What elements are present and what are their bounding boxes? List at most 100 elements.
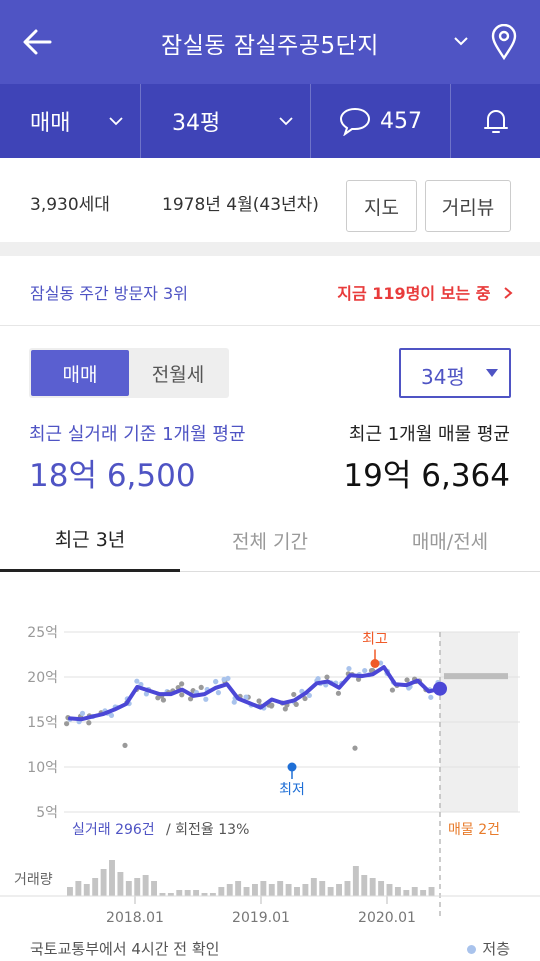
divider xyxy=(310,84,311,158)
volume-bar xyxy=(243,887,250,896)
volume-bar xyxy=(336,884,342,896)
volume-bar xyxy=(344,881,351,896)
deal-point xyxy=(302,695,308,702)
volume-bar xyxy=(411,887,418,896)
volume-bar xyxy=(352,866,359,896)
volume-bar xyxy=(394,887,401,896)
volume-bar xyxy=(125,881,132,896)
filter-bar: 매매 34평 457 xyxy=(0,84,540,158)
volume-bar xyxy=(277,881,284,896)
volume-bar xyxy=(294,887,300,896)
comment-count: 457 xyxy=(380,108,422,134)
deal-point xyxy=(231,699,237,705)
y-tick-label: 25억 xyxy=(27,625,58,641)
size-dropdown[interactable]: 34평 xyxy=(172,84,220,158)
y-tick-label: 20억 xyxy=(27,670,58,686)
volume-bar xyxy=(361,875,368,896)
deal-type-dropdown[interactable]: 매매 xyxy=(30,84,70,158)
volume-bar xyxy=(176,890,183,896)
volume-bar xyxy=(151,881,157,896)
real-deal-avg-value: 18억 6,500 xyxy=(29,458,196,494)
deal-point xyxy=(324,674,330,680)
deal-point xyxy=(179,681,185,687)
deal-point xyxy=(335,690,342,696)
x-tick-label: 2019.01 xyxy=(232,910,290,926)
visitor-rank-row[interactable]: 잠실동 주간 방문자 3위 지금 119명이 보는 중 xyxy=(0,256,540,326)
comments-button[interactable]: 457 xyxy=(338,84,422,158)
deal-point xyxy=(352,745,358,751)
volume-bar xyxy=(226,884,233,896)
x-tick-label: 2020.01 xyxy=(358,910,416,926)
x-tick-label: 2018.01 xyxy=(106,910,164,926)
chevron-down-icon xyxy=(279,117,293,126)
location-pin-icon[interactable] xyxy=(490,24,518,60)
tab-all-period[interactable]: 전체 기간 xyxy=(232,530,308,553)
deal-point xyxy=(79,710,86,716)
volume-bar xyxy=(268,884,275,896)
volume-bar xyxy=(310,878,317,896)
deal-point xyxy=(291,691,297,698)
volume-bar xyxy=(201,893,208,896)
y-tick-label: 10억 xyxy=(27,760,58,776)
turnover-rate: / 회전율 13% xyxy=(166,822,249,838)
tab-sale-jeonse[interactable]: 매매/전세 xyxy=(411,530,489,553)
volume-bar xyxy=(67,887,73,896)
volume-bar xyxy=(142,875,149,896)
volume-bar xyxy=(378,881,385,896)
period-tabs: 최근 3년 전체 기간 매매/전세 xyxy=(0,508,540,572)
chevron-right-icon xyxy=(504,287,513,299)
volume-bar xyxy=(159,893,166,896)
deal-point xyxy=(225,675,231,682)
now-viewing-text: 지금 119명이 보는 중 xyxy=(337,284,491,303)
volume-bar xyxy=(167,893,174,896)
latest-price-dot xyxy=(433,681,447,696)
volume-bar xyxy=(134,878,141,896)
volume-bar xyxy=(420,890,427,896)
real-deal-avg-label: 최근 실거래 기준 1개월 평균 xyxy=(29,424,246,445)
volume-bar xyxy=(319,881,326,896)
now-viewing-link[interactable]: 지금 119명이 보는 중 xyxy=(337,280,514,304)
deal-point xyxy=(256,698,262,704)
section-divider xyxy=(0,242,540,256)
deal-point xyxy=(215,690,222,696)
deal-count: 실거래 296건 xyxy=(72,822,155,838)
size-label: 34평 xyxy=(172,111,221,136)
min-marker xyxy=(287,762,297,772)
tab-recent-3y[interactable]: 최근 3년 xyxy=(0,508,180,572)
volume-bar xyxy=(100,869,107,896)
bell-icon[interactable] xyxy=(482,106,510,136)
volume-bar xyxy=(403,890,410,896)
chart-footer: 국토교통부에서 4시간 전 확인 저층 xyxy=(0,934,540,961)
speech-bubble-icon xyxy=(339,107,371,136)
deal-point xyxy=(243,694,249,700)
deal-point xyxy=(122,742,128,749)
price-trend-line xyxy=(68,665,442,722)
street-view-button[interactable]: 거리뷰 xyxy=(425,180,511,232)
page-title[interactable]: 잠실동 잠실주공5단지 xyxy=(161,33,379,59)
deal-point xyxy=(355,676,362,682)
deal-point xyxy=(86,720,92,726)
volume-bar xyxy=(75,881,82,896)
legend-dot xyxy=(467,945,477,954)
size-select-value: 34평 xyxy=(421,365,465,389)
y-tick-label: 15억 xyxy=(27,715,58,731)
deal-point xyxy=(143,691,149,697)
deal-point xyxy=(213,679,219,685)
size-select[interactable]: 34평 xyxy=(399,348,511,398)
toggle-sale[interactable]: 매매 xyxy=(31,350,129,396)
back-arrow-icon[interactable] xyxy=(20,24,56,60)
toggle-rent[interactable]: 전월세 xyxy=(151,363,205,386)
deal-type-toggle: 매매 전월세 xyxy=(29,348,229,398)
max-label: 최고 xyxy=(362,632,388,648)
caret-down-icon xyxy=(486,369,498,377)
volume-bar xyxy=(193,890,200,896)
chevron-down-icon[interactable] xyxy=(452,32,470,50)
chevron-down-icon xyxy=(109,117,123,126)
deal-point xyxy=(64,721,70,727)
deal-point xyxy=(428,694,434,700)
deal-point xyxy=(221,676,227,683)
deal-point xyxy=(346,665,352,672)
map-button[interactable]: 지도 xyxy=(346,180,417,232)
volume-bar xyxy=(235,881,242,896)
